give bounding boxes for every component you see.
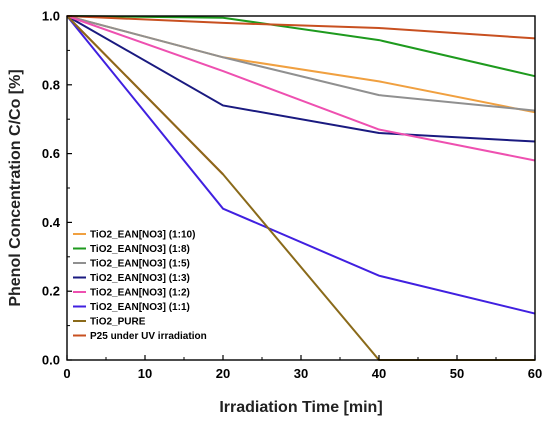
y-tick-label: 0.4 xyxy=(42,215,61,230)
series-line-0 xyxy=(66,15,536,114)
plot-lines xyxy=(66,15,536,361)
legend-label: TiO2_EAN[NO3] (1:8) xyxy=(90,244,190,255)
series-line-2 xyxy=(66,15,536,112)
legend-item: P25 under UV irradiation xyxy=(73,331,207,342)
y-tick-label: 0.0 xyxy=(42,353,60,368)
x-tick-label: 50 xyxy=(450,366,464,381)
legend-label: TiO2_PURE xyxy=(90,317,146,328)
x-tick-label: 0 xyxy=(63,366,70,381)
y-tick-label: 0.8 xyxy=(42,77,60,92)
legend-item: TiO2_EAN[NO3] (1:2) xyxy=(73,288,190,299)
x-tick-label: 40 xyxy=(372,366,386,381)
ticks: 0 10 20 30 40 50 60 0.0 0.2 0.4 0.6 0.8 1.0 xyxy=(42,9,542,382)
legend-item: TiO2_PURE xyxy=(73,317,146,328)
series-line-3 xyxy=(66,15,536,143)
legend-item: TiO2_EAN[NO3] (1:1) xyxy=(73,302,190,313)
x-tick-label: 60 xyxy=(528,366,542,381)
legend-label: TiO2_EAN[NO3] (1:2) xyxy=(90,288,190,299)
legend: TiO2_EAN[NO3] (1:10) TiO2_EAN[NO3] (1:8) T… xyxy=(73,230,207,342)
legend-label: TiO2_EAN[NO3] (1:5) xyxy=(90,259,190,270)
legend-label: TiO2_EAN[NO3] (1:3) xyxy=(90,273,190,284)
series-line-7 xyxy=(66,15,536,40)
y-tick-label: 0.2 xyxy=(42,284,60,299)
legend-label: P25 under UV irradiation xyxy=(90,331,207,342)
legend-label: TiO2_EAN[NO3] (1:10) xyxy=(90,230,195,241)
x-axis-title: Irradiation Time [min] xyxy=(219,399,382,416)
series-line-5 xyxy=(66,15,536,315)
x-tick-label: 10 xyxy=(138,366,152,381)
legend-item: TiO2_EAN[NO3] (1:10) xyxy=(73,230,195,241)
y-axis-title: Phenol Concentration C/Co [%] xyxy=(7,69,24,306)
series-line-1 xyxy=(66,15,536,78)
legend-item: TiO2_EAN[NO3] (1:8) xyxy=(73,244,190,255)
x-tick-label: 20 xyxy=(216,366,230,381)
y-tick-label: 1.0 xyxy=(42,9,60,24)
legend-item: TiO2_EAN[NO3] (1:3) xyxy=(73,273,190,284)
legend-item: TiO2_EAN[NO3] (1:5) xyxy=(73,259,190,270)
series-line-4 xyxy=(66,15,536,162)
legend-label: TiO2_EAN[NO3] (1:1) xyxy=(90,302,190,313)
x-tick-label: 30 xyxy=(294,366,308,381)
y-tick-label: 0.6 xyxy=(42,146,60,161)
